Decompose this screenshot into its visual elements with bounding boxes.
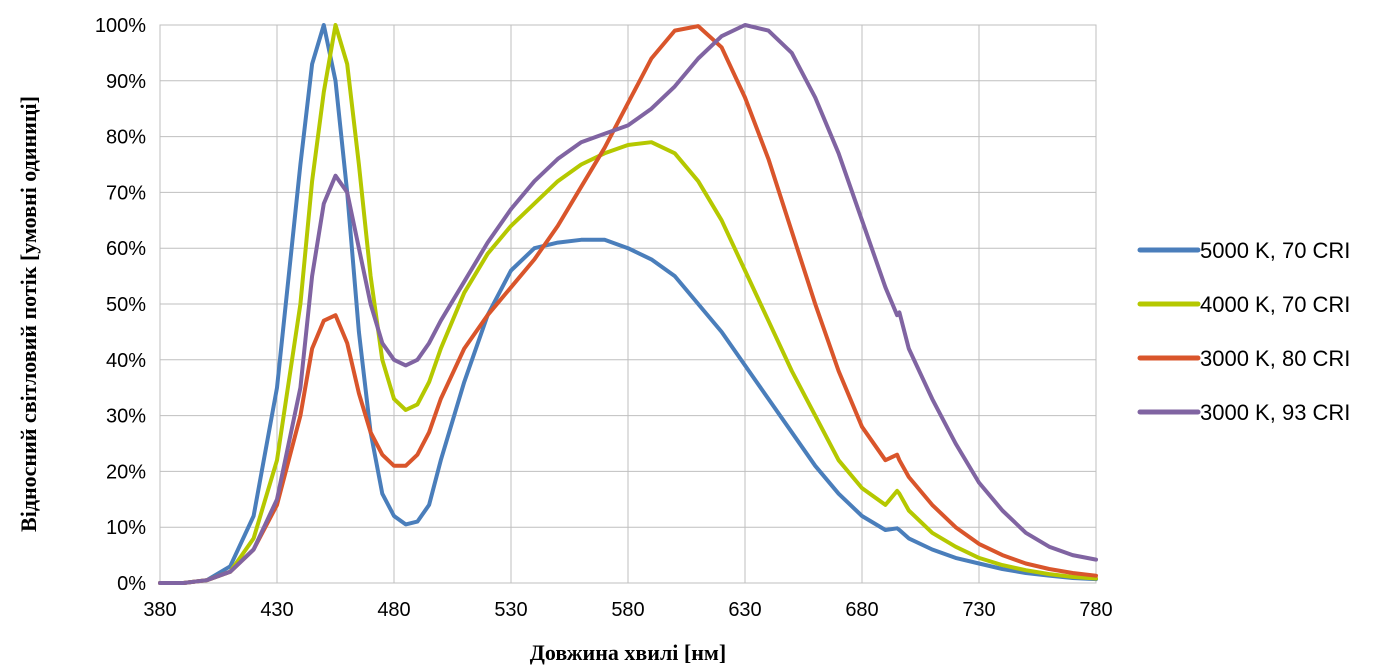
legend-label-4: 3000 K, 93 CRI	[1200, 400, 1350, 425]
x-axis-title: Довжина хвилі [нм]	[530, 640, 726, 665]
y-tick-label: 60%	[106, 238, 146, 260]
x-tick-label: 780	[1079, 599, 1112, 621]
y-tick-label: 90%	[106, 71, 146, 93]
y-tick-label: 70%	[106, 182, 146, 204]
series-line-4	[158, 23, 1098, 585]
y-tick-label: 30%	[106, 406, 146, 428]
y-axis-title: Відносний світловий потік [умовні одиниц…	[16, 96, 41, 532]
series-line-1	[158, 23, 1098, 585]
y-tick-label: 10%	[106, 517, 146, 539]
x-tick-label: 480	[377, 599, 410, 621]
y-tick-label: 50%	[106, 294, 146, 316]
x-axis-tick-labels: 380 430 480 530 580 630 680 730 780	[143, 599, 1112, 621]
legend-label-1: 5000 K, 70 CRI	[1200, 238, 1350, 263]
x-tick-label: 430	[260, 599, 293, 621]
x-tick-label: 580	[611, 599, 644, 621]
x-tick-label: 680	[845, 599, 878, 621]
y-tick-label: 80%	[106, 127, 146, 149]
legend: 5000 K, 70 CRI 4000 K, 70 CRI 3000 K, 80 C…	[1137, 238, 1350, 425]
x-tick-label: 730	[962, 599, 995, 621]
series-line-3	[158, 24, 1098, 585]
series-line-2	[158, 23, 1098, 585]
y-tick-label: 40%	[106, 350, 146, 372]
series-lines	[158, 23, 1098, 585]
y-tick-label: 20%	[106, 461, 146, 483]
x-tick-label: 380	[143, 599, 176, 621]
legend-label-2: 4000 K, 70 CRI	[1200, 292, 1350, 317]
y-tick-label: 100%	[95, 15, 146, 37]
y-tick-label: 0%	[117, 573, 146, 595]
x-tick-label: 530	[494, 599, 527, 621]
legend-label-3: 3000 K, 80 CRI	[1200, 346, 1350, 371]
x-tick-label: 630	[728, 599, 761, 621]
y-axis-tick-labels: 0% 10% 20% 30% 40% 50% 60% 70% 80% 90% 100%	[95, 15, 146, 595]
plot-area-frame	[159, 24, 1097, 584]
